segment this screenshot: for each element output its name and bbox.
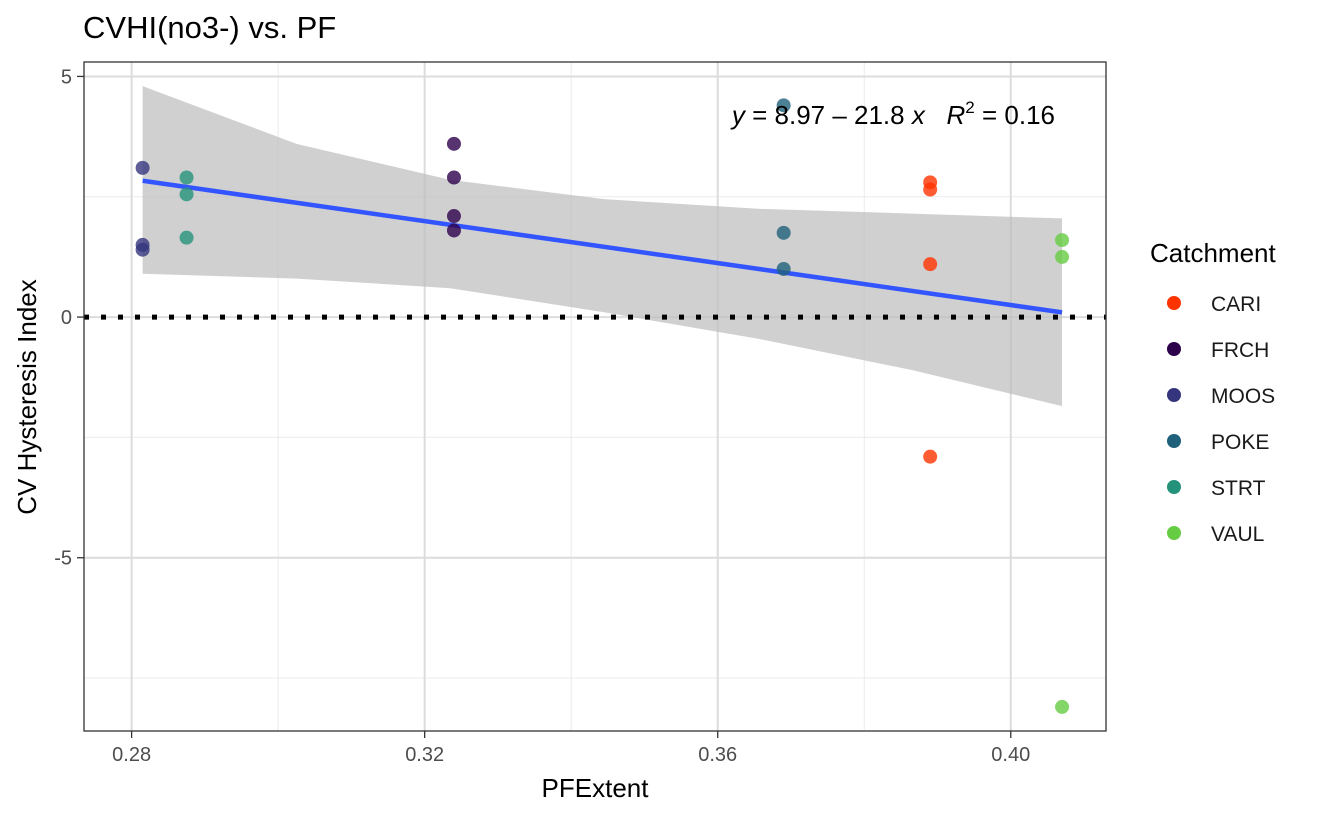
x-tick-label: 0.40	[991, 744, 1030, 766]
legend-key-vaul	[1167, 526, 1181, 540]
point-frch	[446, 209, 461, 224]
point-strt	[179, 187, 194, 202]
regression-equation: y = 8.97 – 21.8 x R2 = 0.16	[730, 98, 1055, 130]
legend-title: Catchment	[1150, 238, 1276, 268]
legend-label-strt: STRT	[1211, 477, 1266, 500]
legend-label-poke: POKE	[1211, 431, 1269, 454]
legend-key-frch	[1167, 342, 1181, 356]
legend-label-cari: CARI	[1211, 293, 1261, 316]
regression-line	[142, 178, 1063, 315]
legend-key-poke	[1167, 434, 1181, 448]
point-frch	[446, 136, 461, 151]
data-points	[135, 98, 1070, 714]
point-cari	[923, 449, 938, 464]
point-strt	[179, 170, 194, 185]
point-cari	[923, 182, 938, 197]
eq-y-var: y	[730, 100, 747, 130]
legend: Catchment CARI FRCH MOOS POKE STRT VAUL	[1150, 238, 1276, 546]
chart-title: CVHI(no3-) vs. PF	[83, 10, 336, 45]
y-tick-label: 5	[61, 66, 72, 88]
point-strt	[179, 230, 194, 245]
point-frch	[446, 223, 461, 238]
eq-r-exp: 2	[965, 98, 974, 117]
point-moos	[135, 242, 150, 257]
point-frch	[446, 170, 461, 185]
eq-r-var: R	[947, 100, 966, 130]
legend-label-frch: FRCH	[1211, 339, 1269, 362]
point-moos	[135, 160, 150, 175]
legend-key-moos	[1167, 388, 1181, 402]
point-vaul	[1055, 699, 1070, 714]
plot-panel: y = 8.97 – 21.8 x R2 = 0.16	[83, 61, 1107, 732]
y-tick-label: -5	[54, 548, 72, 570]
legend-key-cari	[1167, 296, 1181, 310]
point-vaul	[1055, 233, 1070, 248]
eq-gap	[925, 100, 947, 130]
point-cari	[923, 257, 938, 272]
eq-x-var: x	[910, 100, 926, 130]
eq-body: = 8.97 – 21.8	[745, 100, 912, 130]
eq-r-value: = 0.16	[975, 100, 1055, 130]
point-poke	[776, 225, 791, 240]
point-poke	[776, 98, 791, 113]
legend-items: CARI FRCH MOOS POKE STRT VAUL	[1167, 293, 1275, 546]
x-tick-label: 0.32	[405, 744, 444, 766]
legend-key-strt	[1167, 480, 1181, 494]
legend-label-vaul: VAUL	[1211, 523, 1264, 546]
y-axis-title: CV Hysteresis Index	[12, 279, 42, 515]
x-axis: 0.28 0.32 0.36 0.40	[112, 731, 1030, 766]
panel-border	[83, 61, 1107, 732]
legend-label-moos: MOOS	[1211, 385, 1275, 408]
point-poke	[776, 261, 791, 276]
x-tick-label: 0.28	[112, 744, 151, 766]
y-tick-label: 0	[61, 307, 72, 329]
x-axis-title: PFExtent	[542, 773, 650, 803]
x-tick-label: 0.36	[698, 744, 737, 766]
y-axis: 5 0 -5	[54, 66, 84, 570]
point-vaul	[1055, 249, 1070, 264]
